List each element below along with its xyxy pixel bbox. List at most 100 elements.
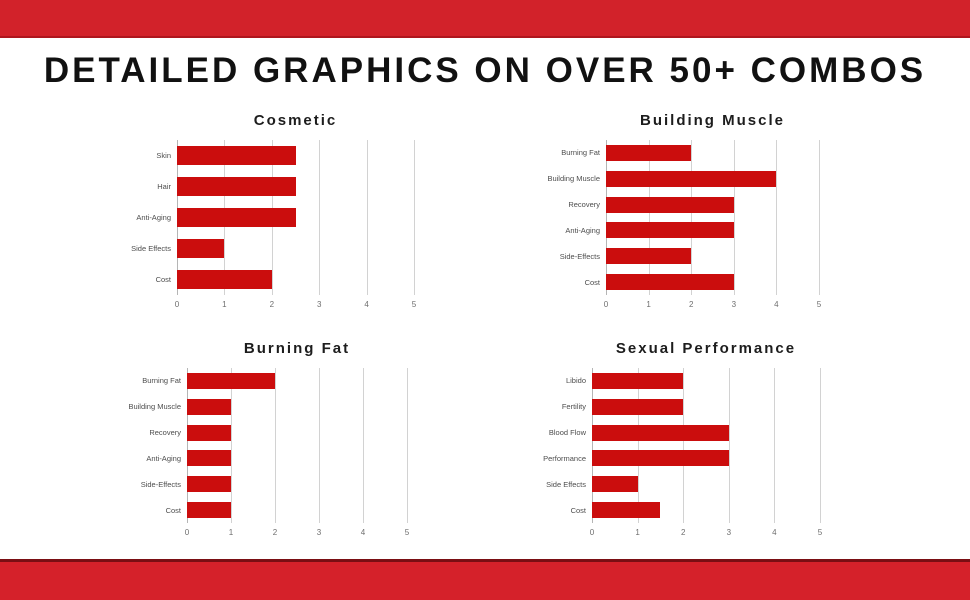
category-label: Burning Fat [142, 376, 181, 386]
category-label: Performance [543, 453, 586, 463]
chart-row: Side-Effects [560, 243, 819, 269]
chart-row: Anti-Aging [146, 445, 407, 471]
category-label: Side-Effects [140, 479, 181, 489]
bar [606, 170, 777, 187]
x-tick-label: 4 [772, 528, 777, 537]
category-label: Side-Effects [559, 251, 600, 261]
bar-track [187, 420, 407, 446]
gridline [683, 368, 685, 523]
category-label: Recovery [568, 200, 600, 210]
chart-row: Side Effects [131, 233, 414, 264]
x-tick-label: 3 [726, 528, 732, 537]
category-label: Building Muscle [128, 402, 181, 412]
chart-row: Burning Fat [142, 368, 407, 394]
bar-track [606, 217, 819, 243]
x-tick-label: 4 [360, 528, 366, 537]
plot-area: Skin Hair Anti-Aging Side Effects Cost [131, 140, 415, 295]
chart-title: Sexual Performance [615, 340, 797, 357]
plot-area: Libido Fertility Blood Flow Performance Side… [543, 368, 821, 523]
x-axis: 0 1 2 3 4 5 [174, 298, 417, 312]
bar-track [606, 192, 819, 218]
bar-track [187, 394, 407, 420]
category-label: Blood Flow [548, 428, 586, 438]
category-label: Side Effects [546, 479, 586, 489]
bar-track [592, 497, 820, 523]
x-tick-label: 0 [174, 300, 180, 309]
x-tick-label: 3 [316, 528, 322, 537]
category-label: Anti-Aging [146, 453, 181, 463]
x-tick-label: 1 [646, 300, 651, 309]
x-tick-label: 2 [269, 300, 275, 309]
chart-row: Cost [585, 269, 819, 295]
bar-track [177, 171, 414, 202]
gridline [820, 368, 821, 523]
chart-title: Building Muscle [639, 112, 785, 129]
bar [592, 372, 684, 389]
x-tick-label: 0 [603, 300, 609, 309]
chart-burning-fat: Burning Fat Burning Fat Building Muscle Re… [77, 338, 409, 540]
gridlines [187, 368, 408, 523]
category-label: Building Muscle [547, 174, 600, 184]
bar-track [606, 243, 819, 269]
bar [606, 274, 734, 291]
bar [187, 372, 275, 389]
chart-row: Performance [543, 445, 820, 471]
x-tick-label: 5 [411, 300, 417, 309]
chart-row: Building Muscle [128, 394, 407, 420]
x-tick-label: 1 [635, 528, 640, 537]
x-axis: 0 1 2 3 4 5 [603, 298, 821, 312]
category-label: Anti-Aging [565, 225, 600, 235]
chart-row: Skin [156, 140, 414, 171]
gridline [774, 368, 776, 523]
x-tick-label: 2 [680, 528, 686, 537]
gridline [319, 368, 320, 523]
bar-rows: Skin Hair Anti-Aging Side Effects Cost [131, 140, 414, 295]
page-title: DETAILED GRAPHICS ON OVER 50+ COMBOS [43, 51, 927, 90]
bar-rows: Burning Fat Building Muscle Recovery Anti-A… [547, 140, 819, 295]
x-tick-label: 3 [316, 300, 322, 309]
gridline [733, 140, 735, 295]
chart-row: Blood Flow [549, 420, 820, 446]
bar [606, 144, 692, 161]
gridline [776, 140, 778, 295]
chart-title: Burning Fat [243, 340, 351, 357]
gridline [275, 368, 276, 523]
bar [187, 450, 231, 467]
chart-row: Libido [566, 368, 820, 394]
gridline [366, 140, 368, 295]
chart-row: Burning Fat [561, 140, 819, 166]
x-tick-label: 4 [774, 300, 779, 309]
chart-building-muscle: Building Muscle Burning Fat Building Musc… [496, 110, 821, 312]
bottom-red-band [0, 559, 970, 600]
category-label: Side Effects [131, 244, 171, 253]
gridline [606, 140, 607, 295]
gridline [231, 368, 232, 523]
bar [606, 248, 692, 265]
category-label: Cost [584, 277, 600, 287]
category-label: Recovery [149, 428, 181, 438]
category-label: Hair [157, 182, 171, 191]
gridline [637, 368, 639, 523]
gridlines [606, 140, 820, 295]
bar [592, 502, 661, 519]
x-tick-label: 4 [364, 300, 369, 309]
chart-row: Recovery [149, 420, 407, 446]
gridline [363, 368, 364, 523]
x-tick-label: 3 [731, 300, 737, 309]
chart-row: Side Effects [546, 471, 820, 497]
bar-track [177, 202, 414, 233]
bar [187, 476, 231, 493]
x-tick-label: 2 [272, 528, 278, 537]
bar [592, 398, 684, 415]
bar-track [187, 445, 407, 471]
chart-row: Building Muscle [547, 166, 819, 192]
gridline [187, 368, 188, 523]
category-label: Skin [156, 151, 171, 160]
bar-track [177, 140, 414, 171]
bar-track [592, 420, 820, 446]
chart-title: Cosmetic [253, 112, 338, 129]
x-tick-label: 5 [817, 528, 823, 537]
category-label: Anti-Aging [136, 213, 171, 222]
chart-row: Fertility [562, 394, 820, 420]
bar-track [592, 368, 820, 394]
